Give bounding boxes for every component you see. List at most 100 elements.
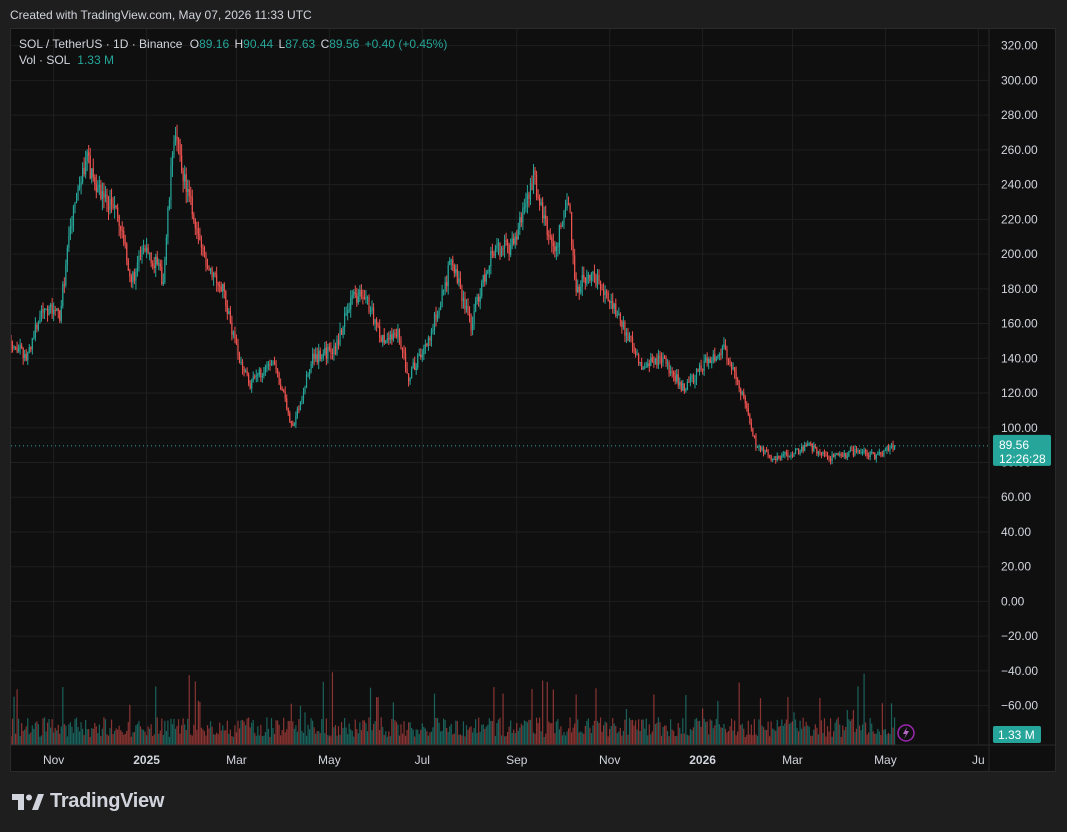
symbol-label[interactable]: SOL / TetherUS · 1D · Binance xyxy=(19,37,183,51)
volume-bar xyxy=(747,720,749,745)
chart-frame[interactable]: 320.00 300.00 280.00 260.00 240.00 220.00 200.… xyxy=(10,28,1056,772)
price-badge-value: 89.56 xyxy=(999,438,1029,452)
volume-bar xyxy=(264,732,267,745)
volume-bar xyxy=(391,719,393,745)
candle-body xyxy=(350,297,352,310)
candle-body xyxy=(826,455,829,458)
candle-body xyxy=(34,324,36,338)
candle-body xyxy=(397,329,399,337)
volume-bar xyxy=(196,729,198,745)
x-tick-label: Nov xyxy=(599,753,620,767)
volume-bar xyxy=(69,722,72,745)
candle-body xyxy=(516,236,518,240)
volume-bar xyxy=(831,736,833,745)
candle-body xyxy=(491,251,493,254)
volume-bar xyxy=(610,725,612,745)
volume-bar xyxy=(505,735,507,745)
volume-bar xyxy=(657,717,660,745)
price-chart[interactable]: 320.00 300.00 280.00 260.00 240.00 220.00 200.… xyxy=(11,29,1056,772)
candle-body xyxy=(78,186,81,188)
volume-bar xyxy=(577,719,579,745)
volume-bar xyxy=(296,731,298,745)
candle-body xyxy=(417,355,419,368)
candle-body xyxy=(333,345,335,355)
candle-body xyxy=(344,313,346,327)
candle-body xyxy=(528,194,530,199)
volume-bar xyxy=(177,719,180,745)
candle-body xyxy=(226,305,228,314)
volume-bar xyxy=(334,725,337,745)
candle-body xyxy=(412,362,414,369)
volume-bar xyxy=(511,732,513,745)
volume-bar xyxy=(248,717,250,745)
candle-body xyxy=(158,263,160,265)
x-tick-label: Sep xyxy=(506,753,528,767)
candle-body xyxy=(854,449,856,456)
candle-body xyxy=(83,167,85,175)
volume-bar xyxy=(654,724,656,745)
volume-bar xyxy=(267,728,270,745)
volume-bar xyxy=(203,731,206,745)
candle-body xyxy=(243,368,245,373)
candle-body xyxy=(633,346,635,352)
volume-bar xyxy=(787,696,789,745)
candle-body xyxy=(68,235,70,248)
created-with-text: Created with TradingView.com, May 07, 20… xyxy=(10,8,312,22)
volume-bar xyxy=(578,732,580,745)
candle-body xyxy=(110,199,113,205)
candle-body xyxy=(762,447,765,454)
candle-body xyxy=(159,263,161,267)
volume-bar xyxy=(823,718,826,745)
lightning-icon[interactable] xyxy=(897,724,915,742)
volume-bar xyxy=(188,675,190,745)
volume-bar xyxy=(315,733,317,745)
candle-body xyxy=(261,376,263,378)
candle-body xyxy=(107,203,110,210)
volume-bar xyxy=(385,731,387,745)
candle-body xyxy=(429,337,431,341)
candle-body xyxy=(30,347,32,350)
volume-bar xyxy=(240,720,242,745)
candle-body xyxy=(181,155,183,171)
volume-bar xyxy=(828,731,830,745)
volume-bar xyxy=(401,733,404,745)
volume-bar xyxy=(164,720,166,745)
price-badge-countdown: 12:26:28 xyxy=(999,452,1046,466)
candle-body xyxy=(162,282,164,285)
volume-bar xyxy=(254,733,256,745)
volume-bar xyxy=(813,729,815,745)
volume-bar xyxy=(580,731,582,745)
candle-body xyxy=(817,451,819,454)
candle-body xyxy=(557,246,559,248)
volume-bar xyxy=(450,723,452,745)
volume-bar xyxy=(744,736,746,745)
candle-body xyxy=(705,357,707,361)
candle-body xyxy=(11,346,14,349)
volume-bar xyxy=(788,723,791,745)
candle-body xyxy=(668,362,670,374)
volume-bar xyxy=(194,681,196,745)
volume-bar xyxy=(665,725,667,745)
volume-bar xyxy=(127,721,129,745)
volume-bar xyxy=(231,736,233,745)
volume-bar xyxy=(275,720,277,745)
candle-body xyxy=(255,375,257,377)
candle-body xyxy=(811,443,813,451)
change-value: +0.40 (+0.45%) xyxy=(364,37,448,51)
volume-bar xyxy=(305,735,308,745)
volume-bar xyxy=(715,718,717,745)
candle-body xyxy=(216,274,218,283)
volume-bar xyxy=(142,729,145,745)
candle-body xyxy=(855,449,858,452)
candle-body xyxy=(837,453,839,456)
candle-body xyxy=(546,219,548,236)
volume-bar xyxy=(167,720,169,745)
volume-bar xyxy=(106,734,108,745)
volume-badge-value: 1.33 M xyxy=(998,728,1035,742)
volume-bar xyxy=(542,680,544,745)
volume-label[interactable]: Vol · SOL xyxy=(19,53,70,67)
volume-bar xyxy=(232,736,235,745)
candle-body xyxy=(482,274,484,283)
volume-bar xyxy=(679,727,681,745)
volume-bar xyxy=(363,720,366,745)
